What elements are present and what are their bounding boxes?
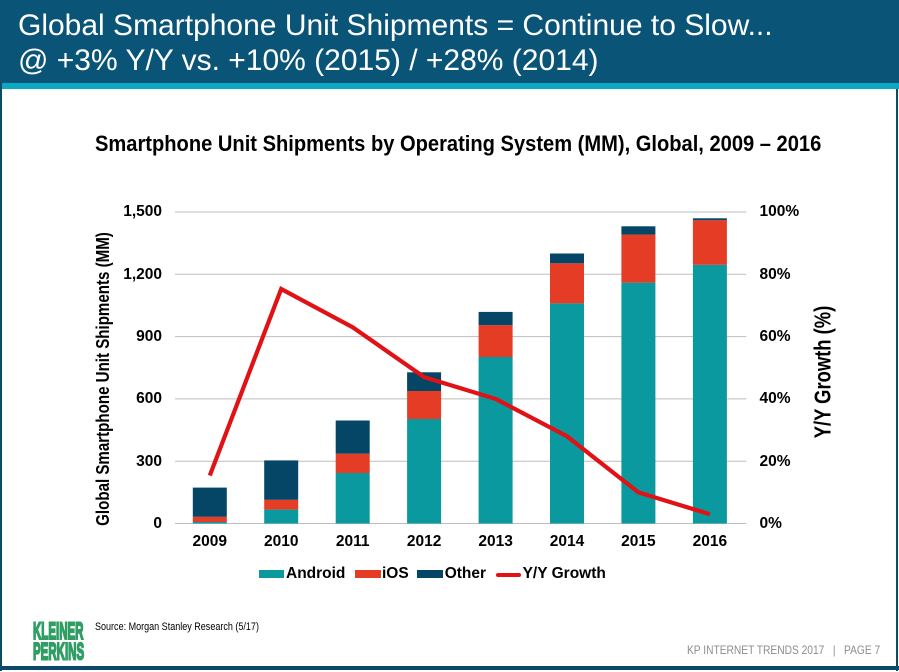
svg-text:PERKINS: PERKINS <box>33 639 84 666</box>
svg-text:KLEINER: KLEINER <box>33 618 84 645</box>
